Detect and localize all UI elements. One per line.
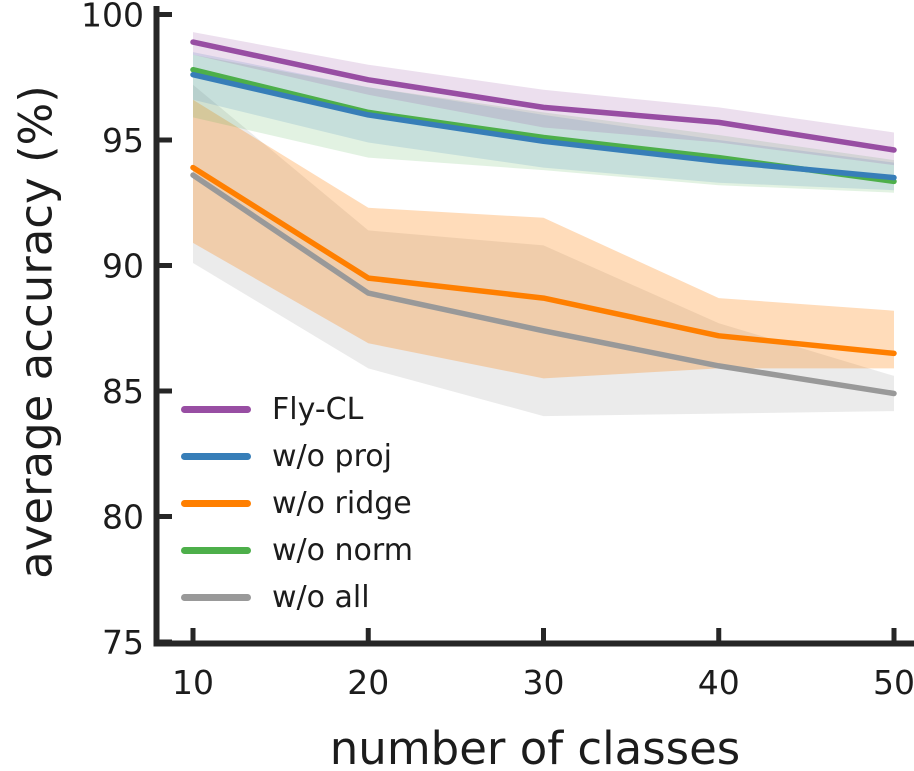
legend: Fly-CL w/o proj w/o ridge w/o norm w/o all xyxy=(181,386,413,621)
legend-item-wo-norm: w/o norm xyxy=(181,527,413,574)
series-line-wo-ridge xyxy=(190,164,897,357)
y-tick-label: 75 xyxy=(102,623,144,662)
y-tick-label: 85 xyxy=(102,372,144,411)
x-axis-label: number of classes xyxy=(329,722,741,771)
legend-label: w/o norm xyxy=(272,532,413,568)
x-tick-label: 20 xyxy=(347,663,389,702)
legend-item-wo-proj: w/o proj xyxy=(181,433,413,480)
legend-label: w/o ridge xyxy=(272,485,412,521)
legend-label: w/o proj xyxy=(272,438,392,474)
legend-line-swatch-icon xyxy=(181,406,251,413)
series-line-wo-proj xyxy=(190,71,897,181)
legend-line-swatch-icon xyxy=(181,594,251,601)
y-tick-label: 90 xyxy=(102,247,144,286)
x-tick-label: 30 xyxy=(523,663,565,702)
legend-item-wo-ridge: w/o ridge xyxy=(181,480,413,527)
y-tick-label: 80 xyxy=(102,498,144,537)
legend-item-wo-all: w/o all xyxy=(181,574,413,621)
y-tick-label: 100 xyxy=(81,0,144,35)
series-line-wo-all xyxy=(190,172,897,397)
x-tick-label: 40 xyxy=(698,663,740,702)
band-wo-ridge xyxy=(193,99,894,379)
legend-line-swatch-icon xyxy=(181,453,251,460)
band-fly-cl xyxy=(193,32,894,166)
legend-line-swatch-icon xyxy=(181,500,251,507)
series-line-fly-cl xyxy=(190,39,897,153)
x-tick-label: 10 xyxy=(172,663,214,702)
legend-label: w/o all xyxy=(272,579,370,615)
legend-item-fly-cl: Fly-CL xyxy=(181,386,413,433)
x-tick-label: 50 xyxy=(873,663,914,702)
legend-line-swatch-icon xyxy=(181,547,251,554)
y-tick-label: 95 xyxy=(102,121,144,160)
legend-label: Fly-CL xyxy=(272,391,364,427)
y-axis-label: average accuracy (%) xyxy=(9,85,63,579)
